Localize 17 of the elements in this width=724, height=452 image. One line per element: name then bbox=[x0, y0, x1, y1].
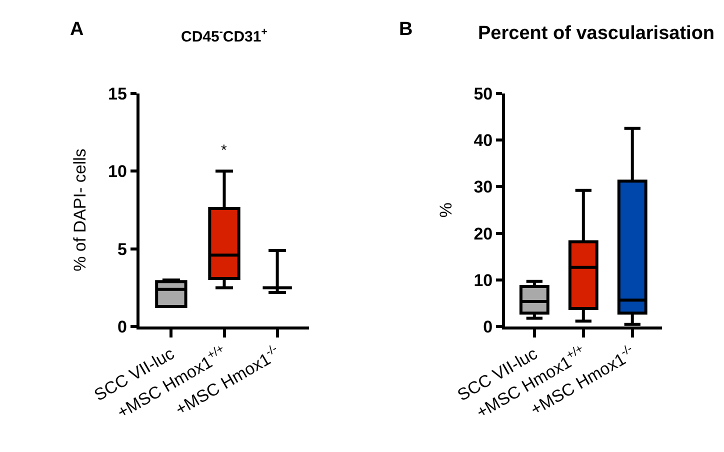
y-tick-label: 30 bbox=[474, 178, 493, 197]
y-tick-label: 50 bbox=[474, 84, 493, 104]
y-axis-title: % bbox=[436, 202, 456, 218]
y-tick-label: 10 bbox=[474, 270, 493, 290]
y-tick-label: 5 bbox=[117, 240, 127, 259]
y-tick-label: 0 bbox=[483, 318, 493, 337]
chart-title: Percent of vascularisation bbox=[478, 23, 715, 44]
y-tick-label: 40 bbox=[474, 130, 493, 150]
y-tick-label: 10 bbox=[108, 162, 127, 182]
y-tick-label: 15 bbox=[108, 84, 127, 104]
text: B bbox=[399, 19, 413, 40]
chart-title: CD45$^{-}$CD31$^{+}$ bbox=[181, 26, 268, 46]
annotation: * bbox=[221, 142, 227, 159]
y-axis-title: % of DAPI- cells bbox=[70, 148, 90, 272]
y-tick-label: 0 bbox=[117, 318, 127, 337]
y-tick-label: 20 bbox=[474, 224, 493, 244]
text: A bbox=[70, 19, 84, 40]
